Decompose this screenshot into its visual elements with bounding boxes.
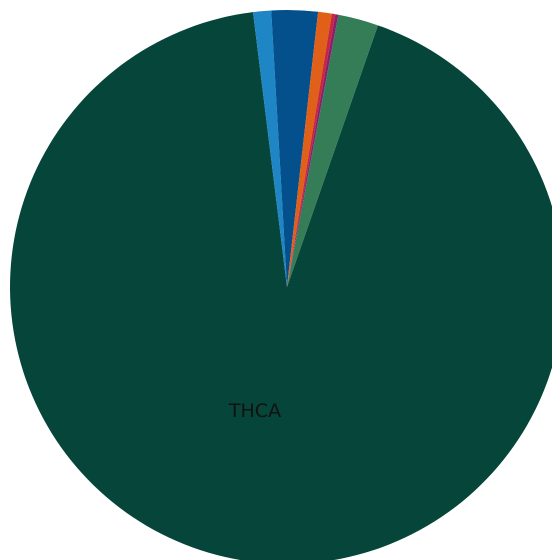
pie-slice-5 (287, 13, 336, 287)
pie-slices (10, 9, 552, 560)
pie-slice-3 (271, 9, 319, 288)
pie-slice-4 (287, 11, 332, 287)
pie-labels: THCA (228, 400, 281, 422)
pie-slice-7 (287, 14, 378, 288)
pie-slice-2 (252, 10, 287, 287)
pie-slice-thca (10, 12, 552, 560)
pie-label-thca: THCA (228, 400, 281, 422)
pie-slice-6 (287, 14, 339, 287)
